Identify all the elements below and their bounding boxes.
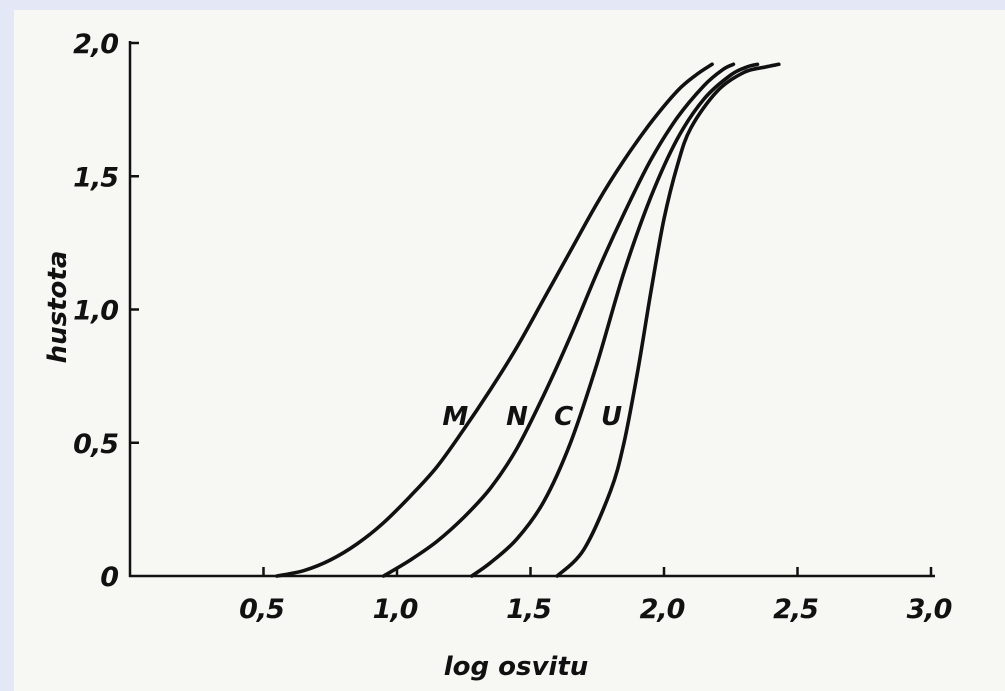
x-tick-label: 1,5 [506,594,551,625]
y-tick-label: 0,5 [73,429,118,460]
curve-label-c: C [554,402,573,432]
y-tick-label: 1,0 [73,296,118,327]
axes [128,41,935,578]
curve-label-m: M [442,402,468,432]
curve-n [381,62,736,578]
curve-u [555,62,781,578]
x-tick-label: 2,0 [640,594,685,625]
chart-frame: 0,5 1,0 1,5 2,0 2,5 3,0 0 0,5 1,0 1,5 2,0 log osvi… [14,10,1005,691]
y-axis-title: hustota [43,251,73,364]
ticks: 0,5 1,0 1,5 2,0 2,5 3,0 0 0,5 1,0 1,5 2,0 [73,29,952,625]
x-tick-label: 1,0 [373,594,418,625]
y-tick-label: 1,5 [73,162,118,193]
density-curve-chart: 0,5 1,0 1,5 2,0 2,5 3,0 0 0,5 1,0 1,5 2,0 log osvi… [43,29,953,682]
x-tick-label: 0,5 [239,594,284,625]
y-tick-label: 0 [100,562,118,593]
curve-label-u: U [601,402,622,432]
x-tick-label: 3,0 [907,594,952,625]
curves [275,62,781,578]
curve-c [470,62,760,578]
curve-m [275,62,714,578]
y-tick-label: 2,0 [73,29,118,60]
x-axis-title: log osvitu [444,652,589,682]
curve-label-n: N [506,402,528,432]
x-tick-label: 2,5 [773,594,818,625]
